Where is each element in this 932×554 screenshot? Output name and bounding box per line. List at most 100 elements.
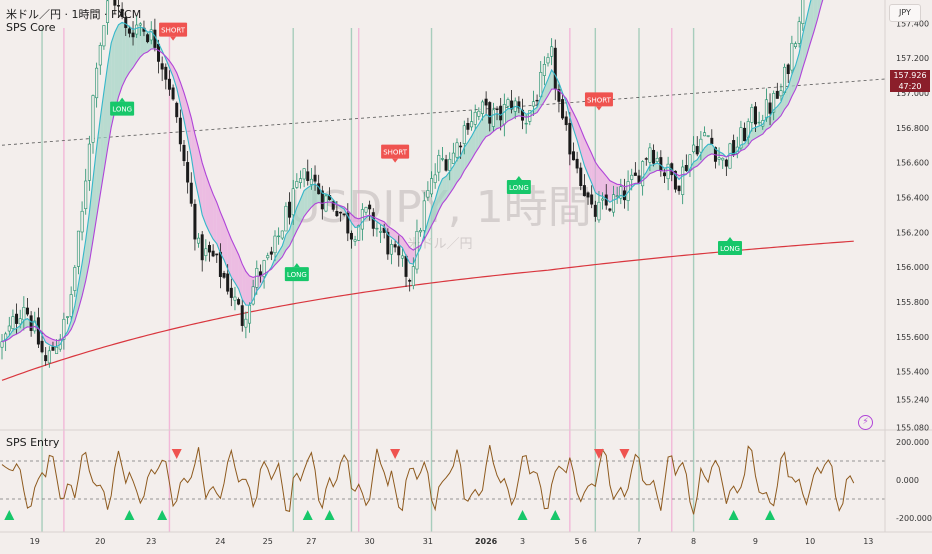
- candle: [309, 167, 313, 190]
- moving-average: [1, 240, 854, 381]
- time-tick-label: 19: [30, 537, 40, 546]
- candle: [237, 297, 241, 306]
- time-tick-label: 20: [95, 537, 105, 546]
- candle-body: [455, 142, 459, 158]
- candle: [146, 33, 150, 44]
- ribbon-segment: [296, 199, 301, 231]
- ribbon-segment: [588, 145, 592, 183]
- short-signal-box: [584, 92, 613, 107]
- candle-body: [47, 350, 51, 364]
- currency-button[interactable]: JPY: [889, 4, 921, 22]
- candle-body: [801, 0, 805, 24]
- short-signal-box: [159, 22, 188, 37]
- ribbon-segment: [442, 176, 447, 204]
- candle: [331, 200, 335, 212]
- candle: [113, 0, 117, 14]
- entry-up-arrow: [517, 510, 528, 520]
- candle-body: [652, 149, 656, 164]
- candle: [25, 297, 29, 317]
- ribbon-segment: [82, 239, 86, 297]
- candle-body: [732, 140, 736, 155]
- candle: [655, 151, 659, 164]
- symbol-title[interactable]: 米ドル／円 · 1時間 · FXCM: [6, 8, 142, 21]
- candle: [375, 222, 379, 237]
- lightning-icon[interactable]: ⚡: [858, 415, 873, 430]
- candle-body: [62, 318, 66, 340]
- candle-body: [320, 190, 324, 210]
- candle-body: [255, 268, 259, 288]
- candle: [590, 185, 594, 209]
- long-signal-box: [284, 267, 309, 282]
- candle: [116, 0, 120, 18]
- candle-body: [331, 201, 335, 210]
- osc-tick-label: -200.000: [896, 514, 932, 523]
- candle-body: [313, 174, 317, 182]
- candle-body: [371, 212, 375, 229]
- candle-body: [477, 110, 481, 117]
- candle-body: [684, 165, 688, 171]
- ribbon-segment: [649, 164, 654, 174]
- candle: [743, 122, 747, 142]
- candle-body: [69, 294, 73, 317]
- candle-body: [575, 158, 579, 169]
- candle-body: [546, 57, 550, 64]
- candle: [138, 22, 142, 36]
- candle-body: [488, 102, 492, 124]
- candle: [550, 38, 554, 66]
- candle-body: [470, 121, 474, 128]
- oscillator-line: [1, 444, 855, 515]
- ribbon-segment: [391, 228, 396, 241]
- ribbon-segment: [23, 318, 28, 329]
- candle: [608, 207, 612, 213]
- ribbon-segment: [580, 129, 585, 166]
- ribbon-segment: [49, 337, 53, 347]
- candle-body: [721, 157, 725, 161]
- candle: [29, 311, 33, 337]
- candle: [579, 162, 583, 191]
- candle-body: [215, 253, 219, 256]
- long-signal: LONG: [284, 263, 309, 282]
- candle: [7, 316, 11, 336]
- short-signal-label: SHORT: [161, 27, 186, 35]
- candle: [353, 235, 357, 246]
- candle: [681, 159, 685, 205]
- candle-body: [582, 185, 586, 197]
- indicator-title[interactable]: SPS Core: [6, 21, 56, 34]
- candle: [506, 97, 510, 109]
- long-signal-label: LONG: [112, 106, 132, 114]
- ribbon-segment: [591, 153, 596, 193]
- candle-body: [113, 0, 117, 6]
- candle-body: [229, 287, 233, 298]
- candle-body: [18, 318, 22, 325]
- candle: [149, 21, 153, 45]
- candle: [688, 154, 692, 178]
- candle: [699, 131, 703, 161]
- time-tick-label: 24: [215, 537, 225, 546]
- candle-body: [473, 111, 477, 125]
- lower-pane-title[interactable]: SPS Entry: [6, 436, 60, 449]
- candle-body: [743, 127, 747, 142]
- candle-body: [506, 99, 510, 107]
- candle: [775, 82, 779, 99]
- candle-body: [426, 190, 430, 198]
- candle-body: [451, 152, 455, 164]
- time-tick-label: 5: [575, 537, 580, 546]
- candle-body: [466, 123, 470, 130]
- candle-body: [207, 245, 211, 253]
- candle-body: [590, 194, 594, 205]
- slow-line: [1, 0, 824, 343]
- candle: [87, 135, 91, 191]
- ribbon-segment: [449, 166, 454, 194]
- candle-body: [717, 157, 721, 160]
- candle-body: [706, 135, 710, 137]
- candle-body: [120, 8, 124, 17]
- candle-body: [127, 28, 131, 34]
- candle: [346, 203, 350, 242]
- lower-pane: [0, 429, 932, 520]
- candle-body: [695, 146, 699, 155]
- candle-body: [346, 212, 350, 234]
- candle: [200, 231, 204, 272]
- candle-body: [87, 143, 91, 181]
- candle: [433, 163, 437, 189]
